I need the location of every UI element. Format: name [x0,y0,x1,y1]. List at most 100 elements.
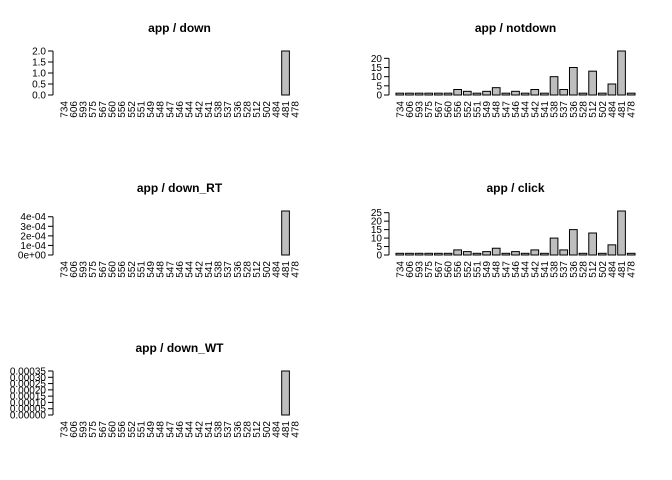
x-tick-label: 548 [492,101,503,118]
x-tick-label: 538 [214,101,225,118]
x-tick-label: 481 [281,421,292,438]
x-tick-label: 552 [127,101,138,118]
x-tick-label: 567 [98,101,109,118]
bar [472,92,482,96]
x-tick-label: 593 [415,101,426,118]
y-tick-label: 25 [371,208,383,219]
y-tick-label: 2.0 [32,47,46,58]
y-tick-label: 15 [371,225,383,236]
x-tick-label: 560 [108,101,119,118]
x-tick-label: 551 [136,261,147,278]
x-tick-label: 734 [395,261,406,278]
chart-panel: app / down 0.00.51.01.52.0 734606593575567… [32,21,302,118]
x-tick-label: 481 [281,101,292,118]
y-tick-label: 2e-04 [20,231,46,242]
bar [511,251,520,256]
x-tick-label: 478 [291,101,302,118]
chart-title: app / down_RT [137,181,223,195]
x-tick-label: 606 [69,101,80,118]
x-tick-label: 548 [492,261,503,278]
bar [549,76,559,96]
x-tick-label: 536 [233,261,244,278]
x-tick-label: 575 [88,421,99,438]
bar [281,370,290,416]
bar [540,252,549,256]
x-tick-label: 560 [108,421,119,438]
y-tick-label: 4e-04 [20,212,46,223]
bar [462,90,472,96]
bar [443,92,453,96]
y-tick-label: 1e-04 [20,241,46,252]
bar [597,92,607,96]
y-tick-label: 0e+00 [18,251,47,262]
x-tick-label: 546 [511,101,522,118]
bar [281,210,290,256]
bar [559,89,569,96]
bar [511,90,520,96]
x-tick-label: 556 [117,261,128,278]
y-tick-label: 0.00030 [10,373,47,384]
x-tick-label: 547 [501,101,512,118]
chart-panel: app / down_WT 0.000000.000050.000100.0001… [10,341,302,438]
chart-title: app / click [486,181,544,195]
x-tick-label: 549 [482,261,493,278]
x-tick-label: 575 [88,101,99,118]
x-tick-label: 547 [165,261,176,278]
bar [597,252,607,256]
x-tick-label: 567 [98,421,109,438]
x-tick-label: 512 [588,101,599,118]
bar [482,251,491,256]
x-tick-label: 478 [627,101,638,118]
x-tick-label: 478 [291,261,302,278]
x-tick-label: 528 [242,101,253,118]
bar [588,232,597,256]
x-tick-label: 567 [98,261,109,278]
bar [501,92,511,96]
x-tick-label: 544 [185,261,196,278]
x-tick-label: 593 [79,421,90,438]
x-tick-label: 560 [444,101,455,118]
x-tick-label: 548 [156,101,167,118]
bar [405,252,414,256]
bar [414,92,424,96]
x-tick-label: 556 [117,101,128,118]
x-tick-label: 551 [472,261,483,278]
y-tick-label: 0.00010 [10,398,47,409]
x-tick-label: 484 [607,101,618,118]
x-tick-label: 546 [175,421,186,438]
x-tick-label: 575 [88,261,99,278]
x-tick-label: 560 [444,261,455,278]
x-tick-label: 528 [242,421,253,438]
bar [491,247,501,256]
x-tick-label: 512 [252,261,263,278]
chart-title: app / down_WT [136,341,225,355]
bar [607,83,617,96]
x-tick-label: 606 [69,421,80,438]
y-tick-label: 0.00005 [10,404,47,415]
x-tick-label: 546 [511,261,522,278]
bar [472,252,482,256]
bar [443,252,453,256]
y-tick-label: 3e-04 [20,222,46,233]
x-tick-label: 567 [434,261,445,278]
x-tick-label: 547 [165,101,176,118]
x-tick-label: 556 [453,261,464,278]
x-tick-label: 593 [79,101,90,118]
x-tick-label: 551 [136,421,147,438]
x-tick-label: 546 [175,261,186,278]
bar [578,92,588,96]
y-tick-label: 0.00015 [10,392,47,403]
chart-title: app / notdown [475,21,556,35]
bar [434,92,443,96]
bar [501,252,511,256]
x-tick-label: 512 [588,261,599,278]
x-tick-label: 549 [482,101,493,118]
y-tick-label: 15 [371,63,383,74]
x-tick-label: 502 [598,101,609,118]
x-tick-label: 481 [617,261,628,278]
bar [607,244,617,256]
x-tick-label: 484 [607,261,618,278]
x-tick-label: 537 [559,101,570,118]
x-tick-label: 606 [405,101,416,118]
x-tick-label: 512 [252,101,263,118]
